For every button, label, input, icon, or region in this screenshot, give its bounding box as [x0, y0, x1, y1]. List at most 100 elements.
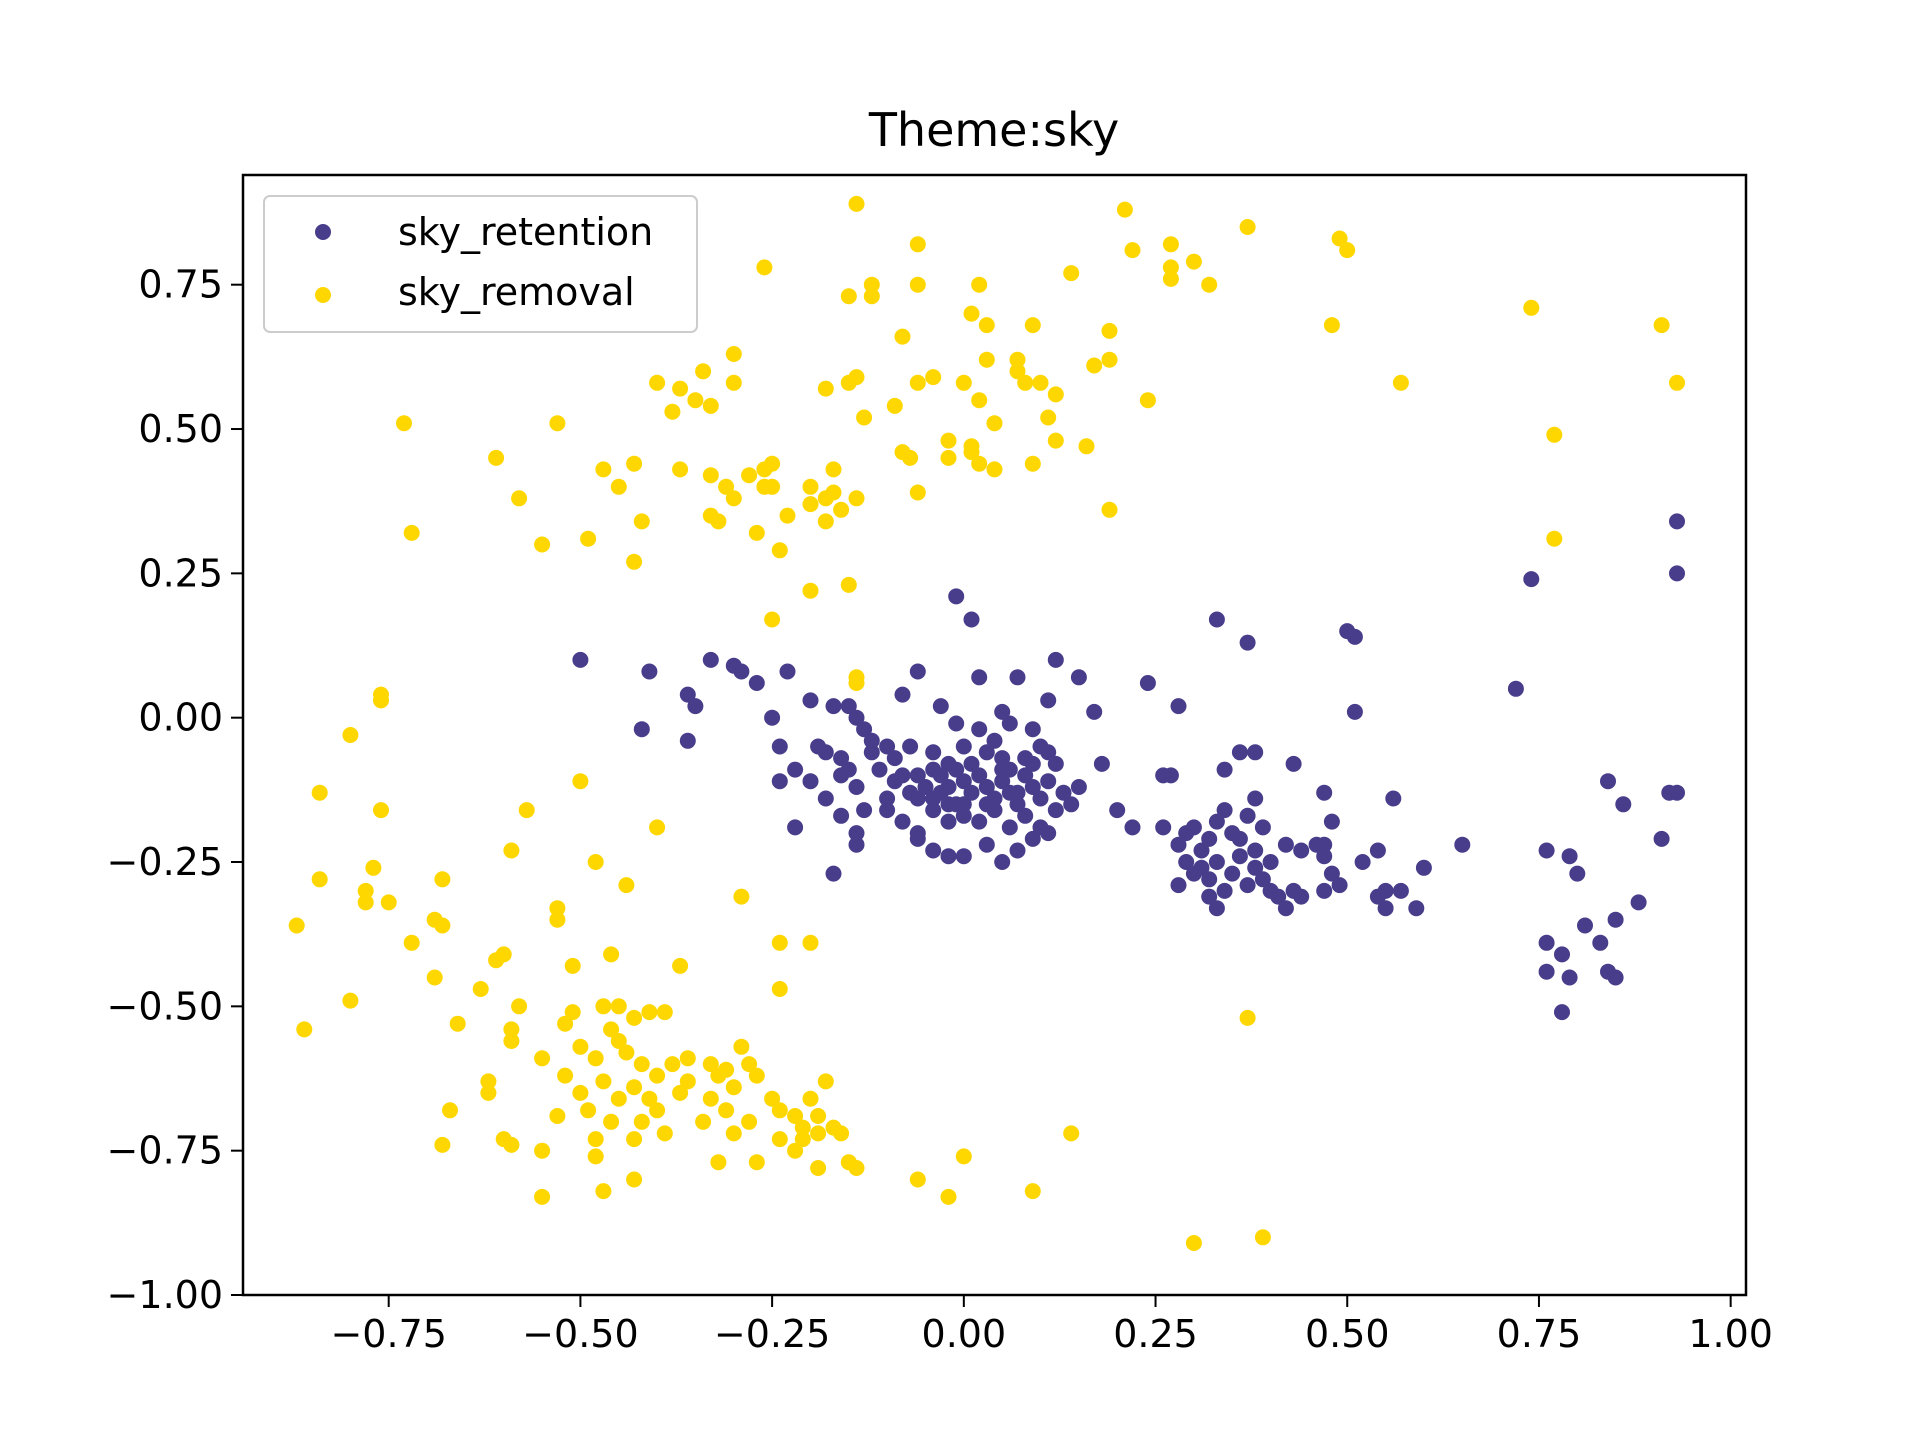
data-point: [840, 576, 857, 593]
data-point: [1047, 651, 1064, 668]
data-point: [1293, 888, 1310, 905]
data-point: [357, 882, 374, 899]
data-point: [1185, 253, 1202, 270]
data-point: [503, 842, 520, 859]
y-axis: −1.00 −0.75 −0.50 −0.25 0.00 0.25 0.50 0.75: [107, 263, 243, 1317]
data-point: [426, 969, 443, 986]
data-point: [702, 1090, 719, 1107]
data-point: [748, 675, 765, 691]
data-point: [1040, 773, 1057, 790]
data-point: [1239, 877, 1256, 894]
data-point: [748, 1154, 765, 1171]
legend-label-sky-removal: sky_removal: [398, 270, 635, 314]
data-point: [564, 1004, 581, 1021]
data-point: [503, 1021, 520, 1038]
data-point: [580, 530, 597, 547]
data-point: [802, 582, 819, 599]
data-point: [626, 455, 643, 472]
data-point: [603, 1021, 620, 1038]
data-point: [1331, 877, 1348, 894]
data-point: [971, 813, 988, 830]
data-point: [909, 236, 926, 253]
data-point: [534, 1050, 551, 1067]
data-point: [994, 773, 1011, 790]
data-point: [633, 1056, 650, 1073]
data-point: [442, 1102, 458, 1119]
data-point: [557, 1015, 574, 1032]
data-point: [549, 415, 566, 432]
data-point: [641, 1090, 658, 1107]
data-point: [1669, 565, 1685, 582]
data-point: [649, 819, 666, 836]
data-point: [365, 859, 382, 876]
data-point: [1653, 317, 1670, 334]
data-point: [1377, 882, 1394, 899]
data-point: [1270, 888, 1287, 905]
data-point: [1231, 848, 1248, 865]
data-point: [764, 455, 781, 472]
data-point: [1523, 299, 1540, 316]
data-point: [1024, 755, 1041, 772]
data-point: [771, 773, 788, 790]
data-point: [488, 449, 505, 466]
data-point: [909, 484, 926, 501]
data-point: [1653, 830, 1670, 847]
data-point: [641, 1004, 658, 1021]
data-point: [1607, 911, 1624, 928]
data-point: [564, 957, 581, 974]
data-point: [1216, 802, 1233, 819]
data-point: [695, 1113, 712, 1130]
data-point: [618, 1044, 635, 1061]
data-point: [787, 761, 804, 778]
data-point: [511, 490, 528, 507]
data-point: [1024, 1183, 1041, 1200]
data-point: [802, 934, 819, 951]
data-point: [771, 1131, 788, 1148]
data-point: [572, 1038, 589, 1055]
data-point: [1047, 755, 1064, 772]
data-point: [725, 1125, 742, 1142]
data-point: [1323, 813, 1340, 830]
data-point: [948, 761, 965, 778]
data-point: [1554, 946, 1570, 963]
data-point: [1139, 675, 1156, 691]
data-point: [1231, 830, 1248, 847]
data-point: [702, 651, 719, 668]
data-point: [373, 802, 389, 819]
data-point: [1040, 692, 1057, 709]
data-point: [764, 478, 781, 495]
data-point: [978, 351, 995, 368]
data-point: [1216, 761, 1233, 778]
data-point: [380, 894, 397, 911]
data-point: [925, 802, 942, 819]
x-tick-label: −0.50: [522, 1312, 638, 1356]
data-point: [856, 409, 873, 426]
data-point: [1024, 721, 1041, 738]
data-point: [994, 703, 1011, 720]
data-point: [955, 1148, 972, 1165]
data-point: [572, 1084, 589, 1101]
data-point: [718, 1102, 735, 1119]
data-point: [971, 392, 988, 409]
data-point: [810, 1125, 827, 1142]
data-point: [610, 1033, 627, 1049]
data-point: [963, 755, 980, 772]
data-point: [863, 732, 880, 749]
data-point: [1316, 882, 1333, 899]
data-point: [1369, 842, 1386, 859]
data-point: [1208, 611, 1225, 628]
data-point: [787, 819, 804, 836]
data-point: [909, 1171, 926, 1188]
data-point: [917, 779, 934, 795]
data-point: [1262, 854, 1279, 870]
data-point: [1017, 807, 1034, 824]
data-point: [1070, 669, 1087, 686]
data-point: [1040, 744, 1057, 761]
data-point: [925, 369, 942, 386]
data-point: [863, 288, 880, 305]
data-point: [971, 721, 988, 738]
data-point: [1070, 779, 1087, 795]
data-point: [825, 484, 842, 501]
data-point: [641, 663, 658, 680]
data-point: [595, 461, 612, 478]
